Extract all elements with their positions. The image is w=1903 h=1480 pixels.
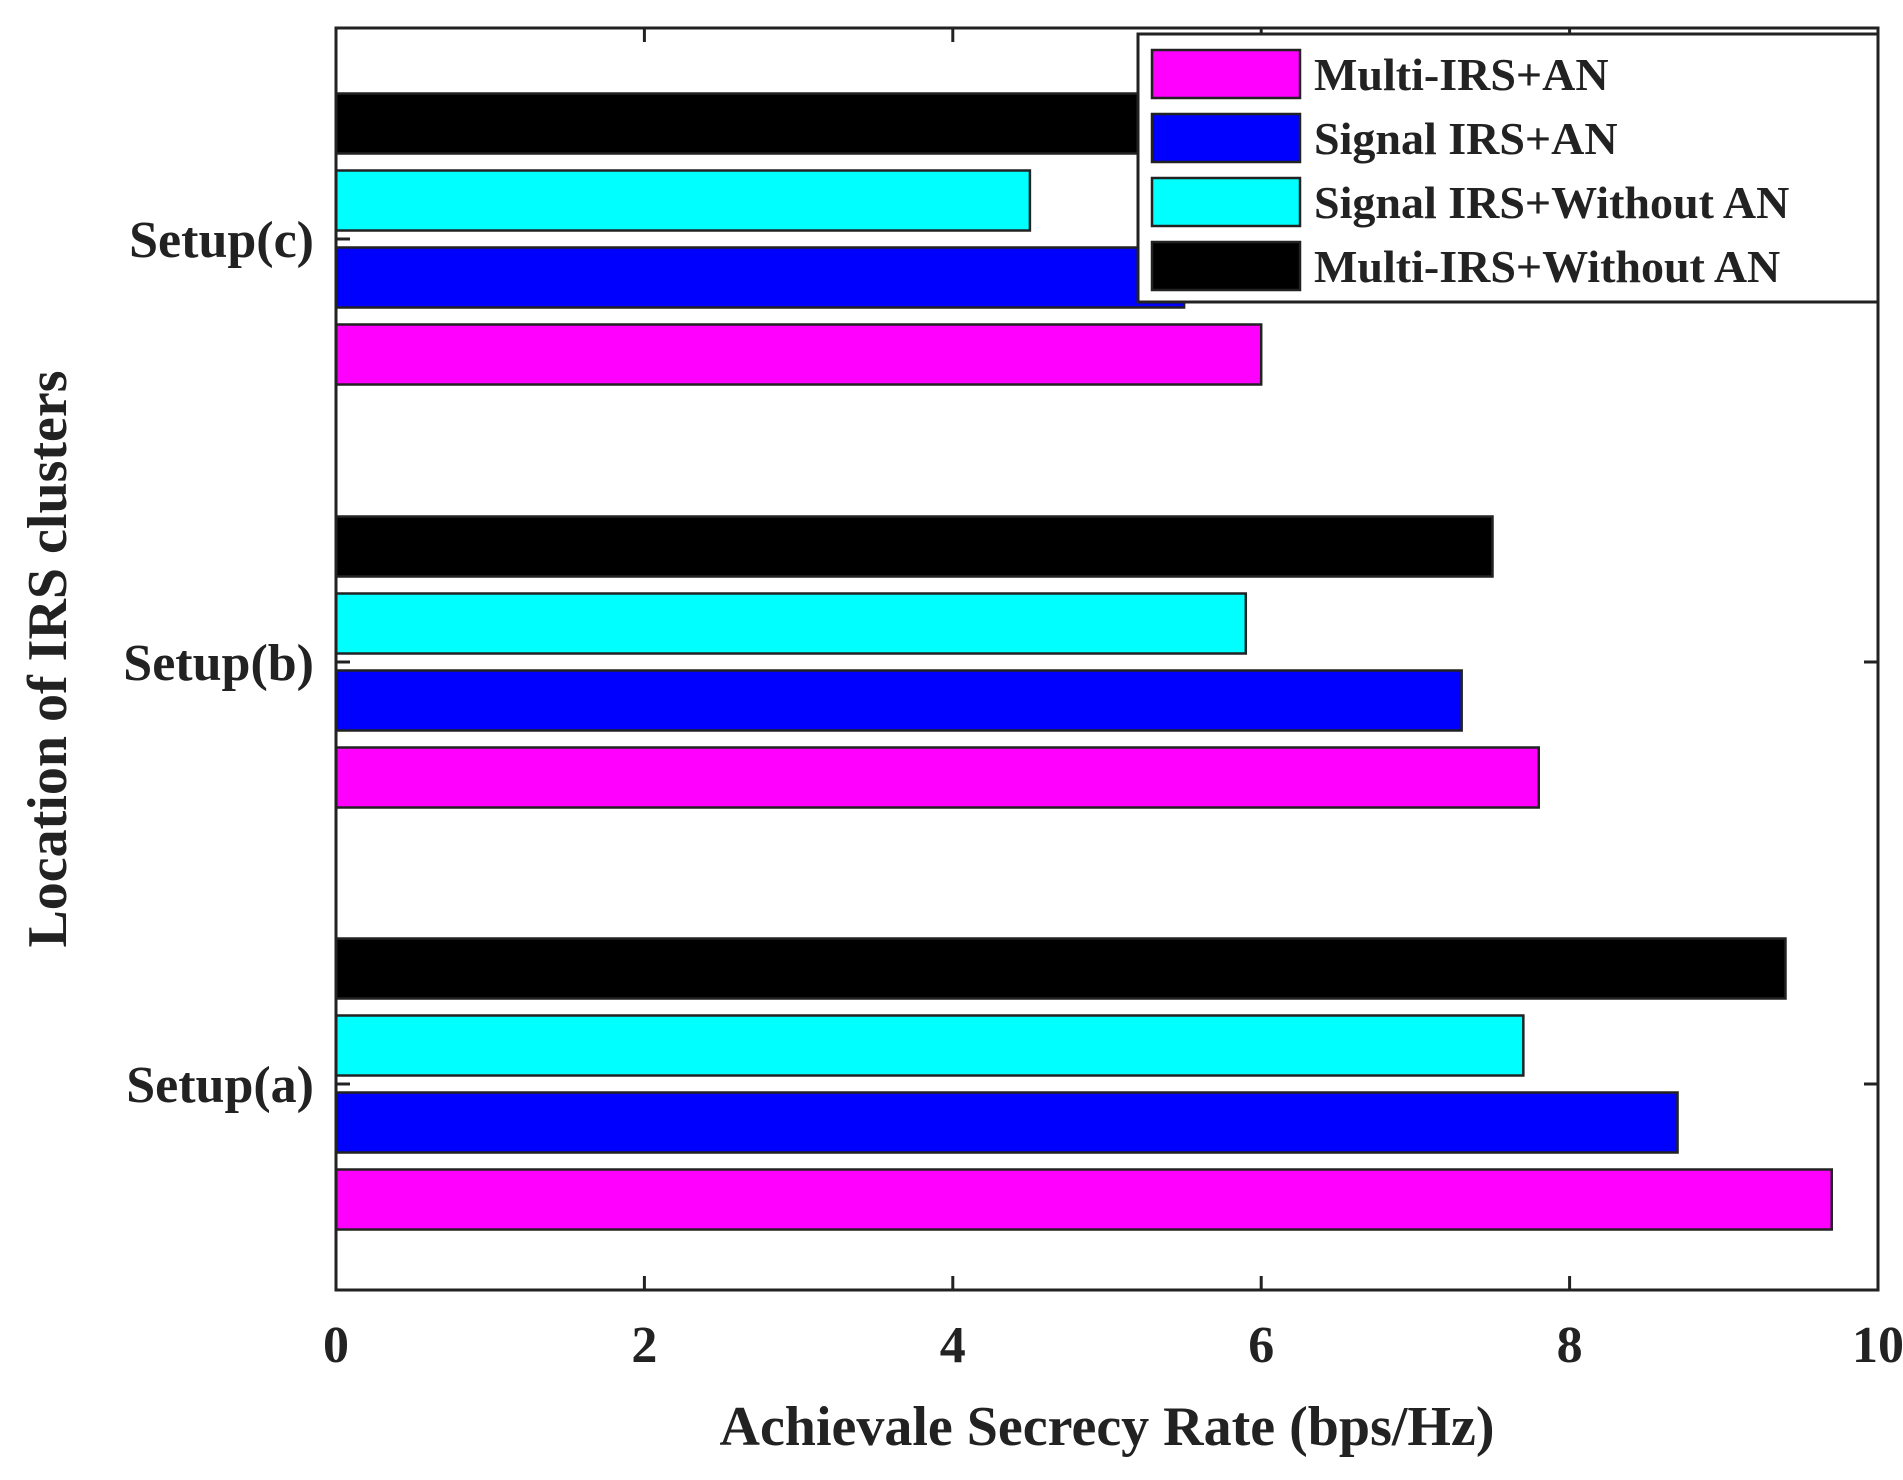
bar-setupa-series-3	[334, 1014, 1525, 1077]
bar-setupa-series-2	[334, 1091, 1679, 1154]
x-axis-title: Achievale Secrecy Rate (bps/Hz)	[720, 1396, 1495, 1458]
legend-label-2: Signal IRS+AN	[1314, 113, 1618, 164]
bar-setupc-series-2	[334, 246, 1186, 309]
bar-setupb-series-4	[334, 515, 1494, 578]
labels-layer: Achievale Secrecy Rate (bps/Hz) Location…	[17, 212, 1903, 1458]
legend-label-1: Multi-IRS+AN	[1314, 49, 1609, 100]
bar-setupb-series-3	[334, 592, 1248, 655]
y-tick-label: Setup(a)	[126, 1057, 314, 1114]
x-tick-label: 8	[1557, 1317, 1583, 1374]
bar-setupc-series-4	[334, 92, 1263, 155]
x-tick-label: 2	[631, 1317, 657, 1374]
x-tick-label: 0	[323, 1317, 349, 1374]
legend-swatch-1	[1150, 48, 1302, 100]
plot-frame	[334, 26, 1880, 1292]
legend-label-3: Signal IRS+Without AN	[1314, 177, 1789, 228]
bar-setupc-series-3	[334, 169, 1032, 232]
y-tick-label: Setup(c)	[129, 212, 314, 269]
x-tick-label: 10	[1852, 1317, 1903, 1374]
legend-swatch-2	[1150, 112, 1302, 164]
y-axis-title: Location of IRS clusters	[17, 370, 79, 947]
bar-setupb-series-2	[334, 669, 1463, 732]
bar-setupa-series-1	[334, 1168, 1833, 1231]
bars-layer	[334, 92, 1833, 1231]
legend-swatch-3	[1150, 176, 1302, 228]
legend: Multi-IRS+AN Signal IRS+AN Signal IRS+With…	[1136, 32, 1880, 304]
axes-layer	[334, 26, 1880, 1292]
y-tick-label: Setup(b)	[123, 635, 314, 692]
x-tick-label: 4	[940, 1317, 966, 1374]
x-tick-label: 6	[1248, 1317, 1274, 1374]
ticks-layer	[334, 28, 1880, 1290]
legend-swatch-4	[1150, 240, 1302, 292]
bar-setupc-series-1	[334, 323, 1263, 386]
bar-setupa-series-4	[334, 937, 1787, 1000]
bar-setupb-series-1	[334, 746, 1541, 809]
legend-label-4: Multi-IRS+Without AN	[1314, 241, 1780, 292]
